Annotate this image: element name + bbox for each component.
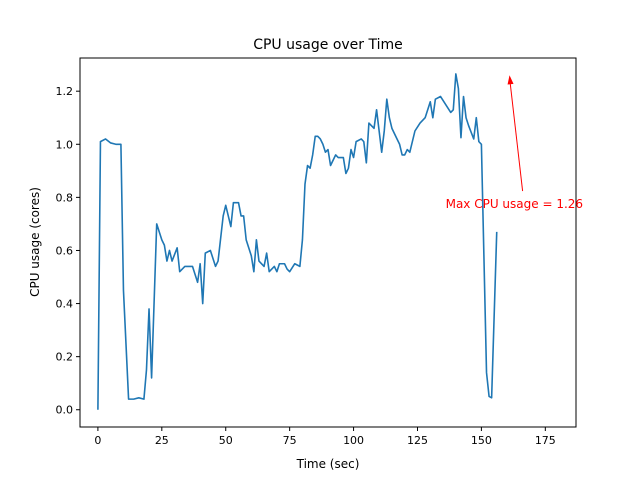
y-tick-label: 1.0	[56, 138, 74, 151]
y-tick-label: 0.8	[56, 191, 74, 204]
chart-title: CPU usage over Time	[253, 37, 403, 53]
x-axis-label: Time (sec)	[296, 457, 360, 471]
y-axis-label: CPU usage (cores)	[28, 187, 42, 297]
plot-area	[97, 73, 498, 410]
y-axis-ticks: 0.0 0.2 0.4 0.6 0.8 1.0 1.2	[56, 85, 80, 417]
annotation-arrow-line	[509, 77, 524, 192]
y-tick-label: 0.4	[56, 298, 74, 311]
max-annotation: Max CPU usage = 1.26	[446, 75, 583, 211]
x-tick-label: 125	[407, 434, 428, 447]
plot-frame	[79, 57, 577, 428]
x-tick-label: 0	[94, 434, 101, 447]
x-tick-label: 150	[471, 434, 492, 447]
y-tick-label: 0.2	[56, 351, 74, 364]
y-tick-label: 0.6	[56, 244, 74, 257]
x-axis-ticks: 0 25 50 75 100 125 150 175	[94, 427, 556, 447]
x-tick-label: 75	[283, 434, 297, 447]
annotation-arrow-head	[507, 75, 514, 85]
x-tick-label: 25	[155, 434, 169, 447]
x-tick-label: 175	[535, 434, 556, 447]
y-tick-label: 0.0	[56, 404, 74, 417]
x-tick-label: 50	[219, 434, 233, 447]
annotation-label: Max CPU usage = 1.26	[446, 197, 583, 211]
x-tick-label: 100	[343, 434, 364, 447]
y-tick-label: 1.2	[56, 85, 74, 98]
series-line-0	[97, 73, 498, 410]
